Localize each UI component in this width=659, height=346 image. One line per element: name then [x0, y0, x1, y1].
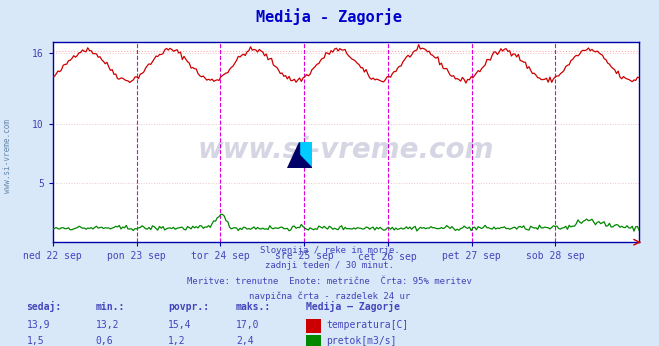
Text: 2,4: 2,4 [236, 336, 254, 346]
Text: sedaj:: sedaj: [26, 301, 61, 312]
Bar [299, 142, 312, 168]
Text: pretok[m3/s]: pretok[m3/s] [326, 336, 397, 346]
Text: 17,0: 17,0 [236, 320, 260, 330]
Text: www.si-vreme.com: www.si-vreme.com [198, 136, 494, 164]
Text: Medija – Zagorje: Medija – Zagorje [306, 301, 401, 312]
Text: zadnji teden / 30 minut.: zadnji teden / 30 minut. [265, 262, 394, 271]
Text: povpr.:: povpr.: [168, 302, 209, 312]
Text: 1,2: 1,2 [168, 336, 186, 346]
Polygon shape [299, 155, 312, 168]
Text: maks.:: maks.: [236, 302, 271, 312]
Text: 0,6: 0,6 [96, 336, 113, 346]
Text: Medija - Zagorje: Medija - Zagorje [256, 9, 403, 26]
Text: 1,5: 1,5 [26, 336, 44, 346]
Text: Slovenija / reke in morje.: Slovenija / reke in morje. [260, 246, 399, 255]
Text: temperatura[C]: temperatura[C] [326, 320, 409, 330]
Text: 13,9: 13,9 [26, 320, 50, 330]
Text: navpična črta - razdelek 24 ur: navpična črta - razdelek 24 ur [249, 291, 410, 301]
Text: 13,2: 13,2 [96, 320, 119, 330]
Text: 15,4: 15,4 [168, 320, 192, 330]
Text: Meritve: trenutne  Enote: metrične  Črta: 95% meritev: Meritve: trenutne Enote: metrične Črta: … [187, 277, 472, 286]
Polygon shape [287, 142, 299, 168]
Text: min.:: min.: [96, 302, 125, 312]
Text: www.si-vreme.com: www.si-vreme.com [3, 119, 13, 193]
